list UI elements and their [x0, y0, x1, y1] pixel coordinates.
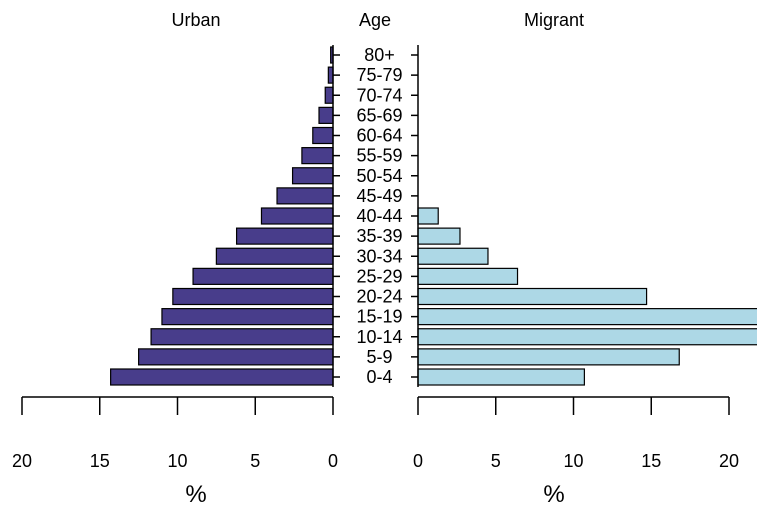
age-label-15-19: 15-19: [356, 307, 402, 327]
migrant-x-tick-label: 5: [491, 451, 501, 471]
migrant-bar-0-4: [417, 368, 585, 386]
migrant-x-axis: 0 5 10 15 20: [413, 396, 739, 471]
urban-bar-20-24: [172, 287, 334, 306]
migrant-bar-10-14: [417, 328, 757, 346]
migrant-bar-15-19: [417, 308, 757, 326]
urban-panel-title: Urban: [171, 10, 220, 30]
age-label-40-44: 40-44: [356, 206, 402, 226]
urban-x-tick-label: 15: [90, 451, 110, 471]
migrant-bar-20-24: [417, 287, 648, 306]
age-label-50-54: 50-54: [356, 166, 402, 186]
age-label-10-14: 10-14: [356, 327, 402, 347]
urban-bars: [110, 46, 334, 386]
urban-bar-30-34: [215, 247, 334, 265]
urban-x-axis: 20 15 10 5 0: [12, 396, 338, 471]
migrant-x-axis-label: %: [543, 481, 564, 505]
urban-x-axis-label: %: [185, 481, 206, 505]
age-label-65-69: 65-69: [356, 105, 402, 125]
urban-bar-25-29: [192, 267, 334, 285]
migrant-x-tick-label: 0: [413, 451, 423, 471]
migrant-x-tick-label: 10: [563, 451, 583, 471]
age-label-5-9: 5-9: [366, 347, 392, 367]
age-group-labels: 0-45-910-1415-1920-2425-2930-3435-3940-4…: [356, 45, 402, 387]
migrant-x-tick-label: 20: [719, 451, 739, 471]
urban-bar-70-74: [324, 86, 334, 104]
urban-bar-65-69: [318, 106, 334, 124]
age-label-45-49: 45-49: [356, 186, 402, 206]
migrant-bar-40-44: [417, 207, 439, 225]
urban-x-tick-label: 10: [167, 451, 187, 471]
urban-bar-60-64: [312, 126, 334, 145]
urban-bar-0-4: [110, 368, 334, 386]
migrant-bar-30-34: [417, 247, 489, 265]
age-label-55-59: 55-59: [356, 146, 402, 166]
urban-bar-15-19: [161, 308, 334, 326]
age-label-35-39: 35-39: [356, 226, 402, 246]
urban-bar-55-59: [301, 147, 334, 165]
migrant-bar-35-39: [417, 227, 461, 245]
urban-x-tick-label: 0: [328, 451, 338, 471]
migrant-bar-5-9: [417, 348, 680, 366]
age-label-80plus: 80+: [364, 45, 395, 65]
migrant-age-axis: [411, 45, 419, 387]
migrant-bars: [417, 207, 757, 386]
age-label-70-74: 70-74: [356, 85, 402, 105]
urban-bar-50-54: [291, 167, 334, 185]
urban-bar-5-9: [138, 348, 334, 366]
urban-x-tick-label: 20: [12, 451, 32, 471]
urban-bar-10-14: [150, 328, 334, 346]
age-label-20-24: 20-24: [356, 287, 402, 307]
age-label-25-29: 25-29: [356, 266, 402, 286]
age-label-30-34: 30-34: [356, 246, 402, 266]
urban-bar-45-49: [276, 187, 334, 205]
age-label-60-64: 60-64: [356, 126, 402, 146]
age-label-75-79: 75-79: [356, 65, 402, 85]
age-label-0-4: 0-4: [366, 367, 392, 387]
migrant-panel-title: Migrant: [524, 10, 584, 30]
urban-x-tick-label: 5: [250, 451, 260, 471]
age-column-title: Age: [359, 10, 391, 30]
migrant-bar-25-29: [417, 267, 519, 285]
urban-bar-40-44: [260, 207, 334, 225]
urban-age-axis: [332, 45, 340, 387]
migrant-x-tick-label: 15: [641, 451, 661, 471]
urban-bar-35-39: [235, 227, 334, 245]
